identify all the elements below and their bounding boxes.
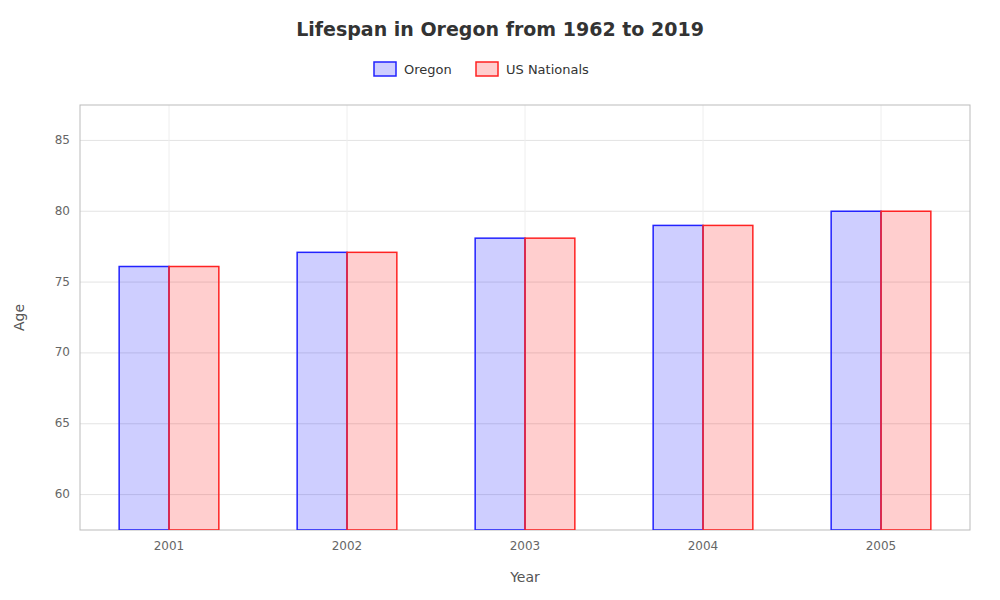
- y-tick-label: 80: [55, 204, 70, 218]
- legend: Oregon US Nationals: [374, 62, 589, 77]
- bar: [831, 211, 881, 530]
- bar: [347, 252, 397, 530]
- y-tick-label: 60: [55, 487, 70, 501]
- x-tick-label: 2002: [332, 539, 363, 553]
- x-tick-label: 2005: [866, 539, 897, 553]
- bar: [653, 225, 703, 530]
- legend-label: US Nationals: [506, 62, 589, 77]
- y-axis-label: Age: [11, 304, 27, 331]
- x-tick-label: 2003: [510, 539, 541, 553]
- legend-swatch: [374, 62, 396, 76]
- legend-label: Oregon: [404, 62, 452, 77]
- y-tick-label: 75: [55, 275, 70, 289]
- x-tick-label: 2001: [154, 539, 185, 553]
- y-tick-label: 65: [55, 416, 70, 430]
- bar: [525, 238, 575, 530]
- title: Lifespan in Oregon from 1962 to 2019: [296, 18, 704, 40]
- bars: [119, 211, 931, 530]
- bar: [169, 267, 219, 531]
- bar: [297, 252, 347, 530]
- legend-swatch: [476, 62, 498, 76]
- bar: [703, 225, 753, 530]
- chart: 60 65 70 75 80 85 2001 2002 2003 2004 2005 Year Age L…: [0, 0, 1000, 600]
- plot-frame: [80, 105, 970, 530]
- x-tick-label: 2004: [688, 539, 719, 553]
- grid: [80, 105, 970, 530]
- bar: [881, 211, 931, 530]
- bar: [475, 238, 525, 530]
- x-axis-label: Year: [509, 569, 540, 585]
- y-tick-label: 70: [55, 345, 70, 359]
- y-tick-label: 85: [55, 133, 70, 147]
- bar: [119, 267, 169, 531]
